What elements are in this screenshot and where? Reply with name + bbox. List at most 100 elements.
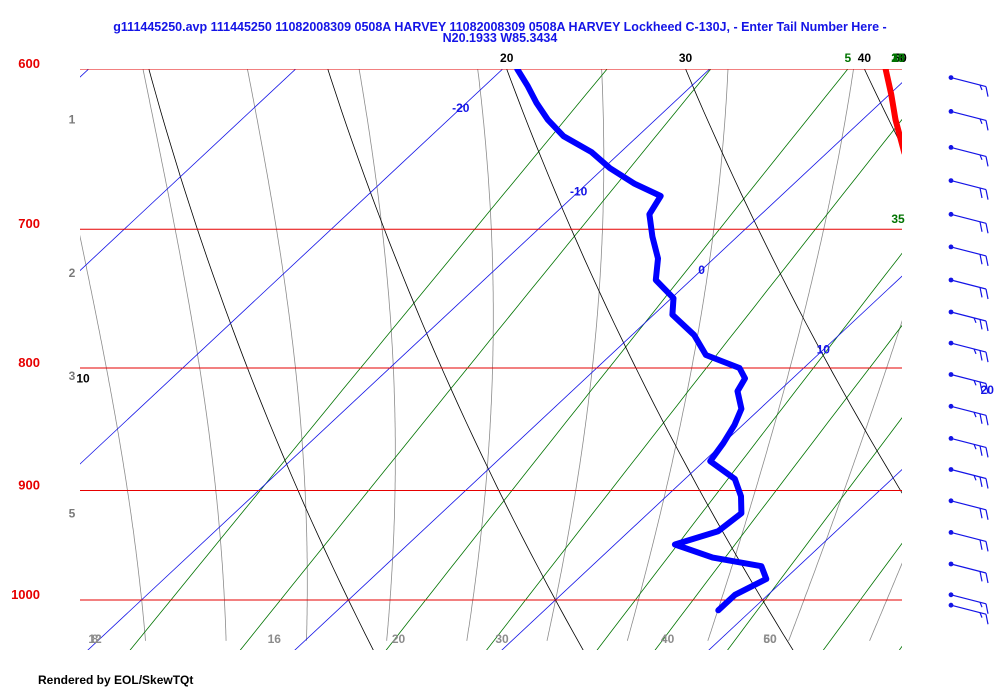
isotherm	[80, 69, 297, 272]
wind-barb-dot	[948, 602, 954, 608]
bottom-isopleth-label: 60	[763, 632, 777, 646]
mixing-ratio-line	[239, 69, 712, 650]
wind-barb-flag	[979, 118, 983, 125]
wind-barb	[948, 145, 989, 167]
isotherm	[708, 469, 902, 650]
mixing-ratio-line	[898, 645, 902, 650]
dry-adiabat	[685, 69, 902, 494]
wind-barb	[948, 592, 989, 614]
moist-adiabat	[80, 234, 146, 641]
moist-adiabat	[358, 69, 396, 641]
wind-barbs	[948, 75, 989, 625]
wind-barb	[948, 436, 989, 458]
wind-barb	[948, 309, 989, 332]
wind-barb-flag	[985, 478, 989, 489]
dry-adiabat	[148, 69, 374, 650]
wind-barb-dot	[948, 75, 954, 80]
wind-barb-dot	[948, 372, 954, 377]
wind-barb-flag	[973, 475, 977, 481]
isotherm	[80, 69, 90, 78]
wind-barb-flag	[985, 603, 989, 614]
wind-barb-flag	[985, 572, 989, 584]
wind-barb-flag	[979, 476, 983, 488]
isotherm	[501, 275, 902, 650]
wind-barb-staff	[950, 437, 987, 448]
wind-barb-flag	[979, 508, 983, 519]
wind-barb-flag	[985, 541, 989, 552]
dry-adiabat	[863, 69, 902, 148]
wind-barb-dot	[948, 436, 954, 441]
bottom-isopleth-label: 30	[495, 632, 509, 646]
height-km-label: 2	[69, 266, 76, 280]
wind-barb-flag	[985, 447, 989, 458]
pressure-tick-label: 900	[18, 478, 40, 493]
mixing-ratio-line	[654, 324, 902, 650]
wind-barb-dot	[948, 561, 954, 567]
dry-adiabat-label: 20	[500, 51, 514, 65]
pressure-tick-label: 800	[18, 355, 40, 370]
moist-adiabat	[626, 69, 729, 641]
wind-barb-flag	[973, 317, 977, 324]
mixing-ratio-label: 10	[891, 51, 905, 65]
mixing-ratio-label: 20	[891, 51, 905, 65]
wind-barb-staff	[950, 279, 987, 290]
mixing-ratio-label: 25	[891, 51, 905, 65]
wind-barb	[948, 75, 989, 97]
moist-adiabat	[466, 69, 494, 641]
wind-barb-dot	[948, 211, 954, 217]
wind-barb-flag	[979, 445, 983, 456]
wind-barb-flag	[979, 254, 983, 265]
dry-adiabat-label: 30	[679, 51, 693, 65]
wind-barb-dot	[948, 592, 954, 598]
wind-barb-staff	[950, 405, 987, 416]
wind-barb	[948, 403, 989, 426]
wind-barb-flag	[985, 509, 989, 520]
dry-adiabat-label: 50	[893, 51, 907, 65]
wind-barb	[948, 178, 989, 200]
dry-adiabat-label: 40	[858, 51, 872, 65]
wind-barb-staff	[950, 180, 987, 191]
wind-barb-flag	[979, 571, 983, 582]
height-km-label: 5	[69, 506, 76, 520]
mixing-ratio-line	[727, 417, 902, 650]
wind-barb-flag	[985, 614, 989, 625]
dry-adiabat	[327, 69, 584, 650]
height-km-label: 1	[69, 113, 76, 127]
wind-barb-staff	[950, 468, 987, 480]
wind-barb-flag	[973, 411, 977, 418]
wind-barb-flag	[985, 255, 989, 267]
temperature-trace	[882, 69, 902, 155]
moist-adiabat	[142, 69, 227, 641]
wind-barb	[948, 498, 989, 520]
wind-barb	[948, 211, 989, 234]
wind-barb-flag	[985, 383, 989, 394]
wind-barb-staff	[950, 311, 987, 322]
pressure-tick-label: 600	[18, 56, 40, 71]
bottom-isopleth-label: 8	[92, 632, 99, 646]
isotherm	[87, 69, 711, 650]
wind-barb-dot	[948, 178, 954, 184]
wind-barb-flag	[979, 319, 983, 330]
wind-barb-staff	[950, 563, 987, 574]
wind-barb-flag	[985, 320, 989, 332]
chart-grid	[80, 69, 902, 650]
wind-barb-dot	[948, 403, 954, 409]
wind-barb-staff	[950, 594, 987, 605]
wind-barb-flag	[979, 84, 983, 91]
mixing-ratio-line	[486, 118, 902, 650]
moist-adiabat	[546, 69, 605, 641]
wind-barb-flag	[979, 539, 983, 550]
moist-adiabat	[788, 320, 902, 641]
wind-barb-dot	[948, 244, 954, 250]
wind-barb-staff	[950, 213, 987, 224]
wind-barb-flag	[985, 415, 989, 426]
wind-barb-dot	[948, 340, 954, 346]
pressure-tick-label: 700	[18, 216, 40, 231]
bottom-isopleth-label: 40	[661, 632, 675, 646]
wind-barb	[948, 561, 989, 584]
wind-barb-dot	[948, 498, 954, 504]
wind-barb-flag	[979, 221, 983, 232]
isotherm	[80, 69, 504, 465]
dry-adiabat-label: 60	[893, 51, 907, 65]
